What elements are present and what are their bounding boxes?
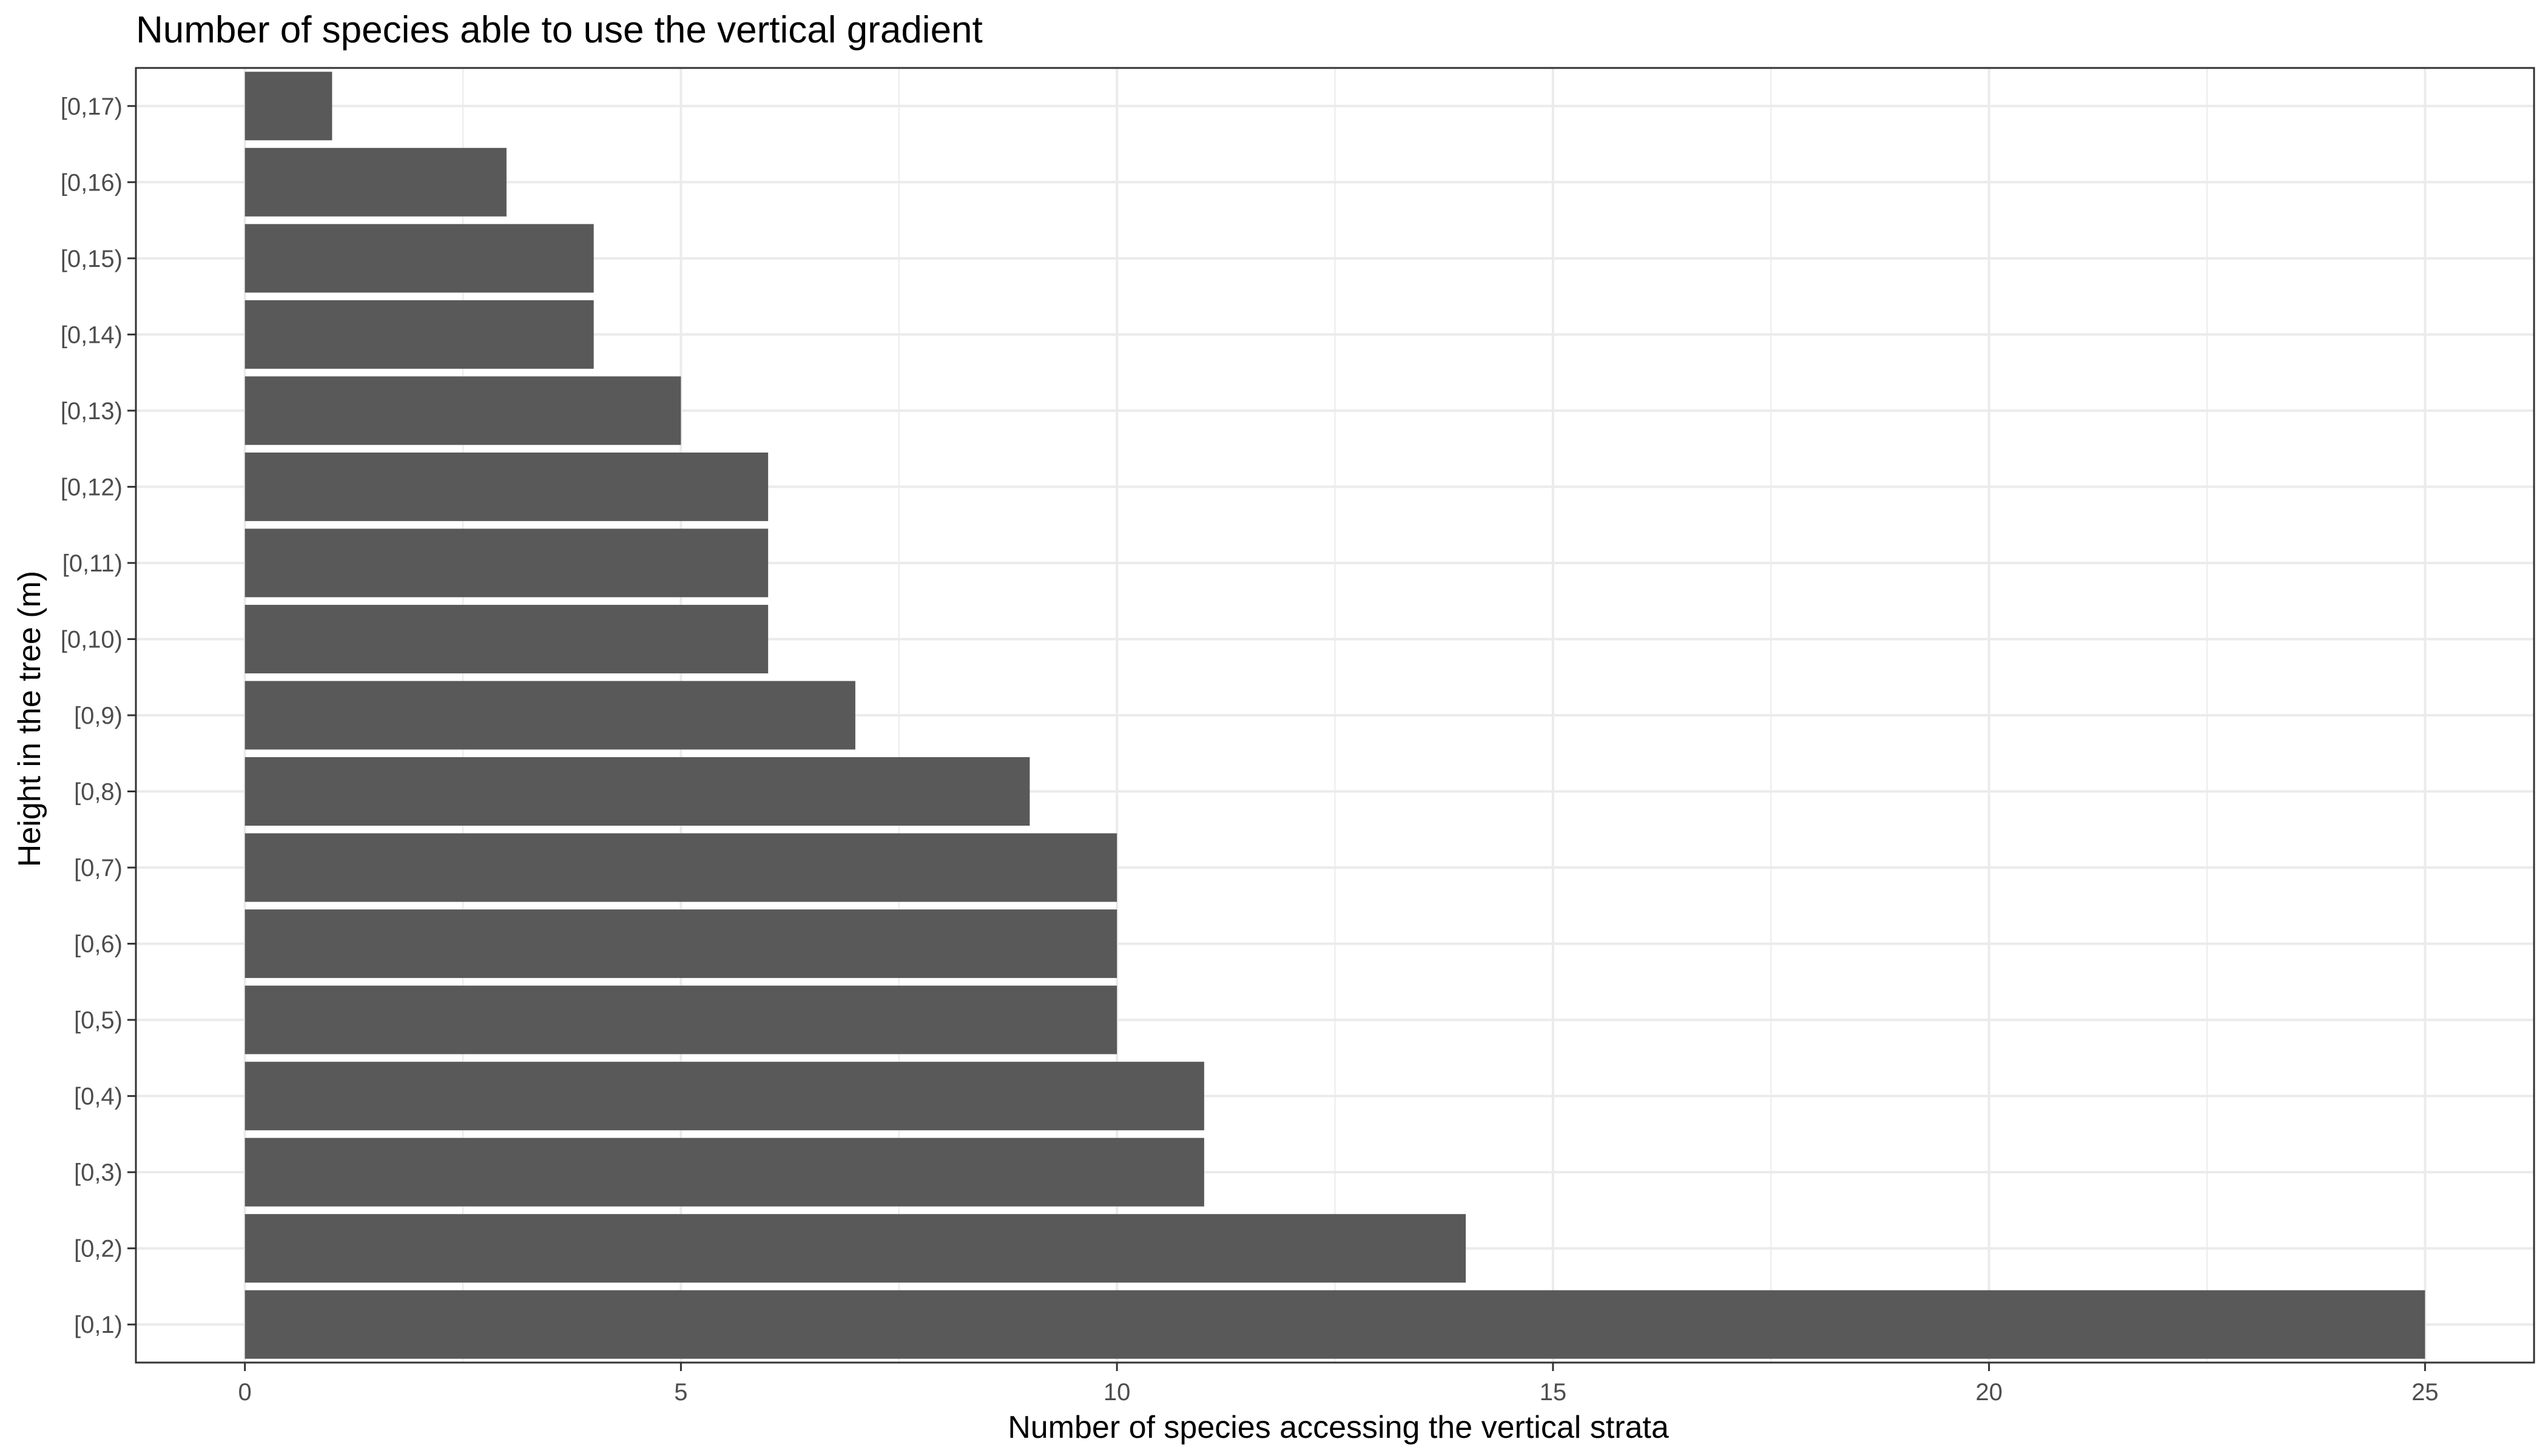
bar xyxy=(244,528,769,598)
x-tick-label: 25 xyxy=(2412,1379,2439,1406)
bar xyxy=(244,72,332,141)
x-axis-title: Number of species accessing the vertical… xyxy=(1008,1410,1669,1445)
y-tick-label: [0,3) xyxy=(74,1159,123,1186)
x-tick-label: 20 xyxy=(1975,1379,2003,1406)
y-tick-label: [0,15) xyxy=(61,246,123,272)
y-tick-label: [0,17) xyxy=(61,93,123,120)
bar xyxy=(244,1138,1204,1207)
bar xyxy=(244,224,594,293)
bar xyxy=(244,1214,1466,1283)
y-tick-label: [0,9) xyxy=(74,703,123,729)
y-tick-label: [0,8) xyxy=(74,779,123,806)
bar xyxy=(244,300,594,369)
y-tick-label: [0,4) xyxy=(74,1084,123,1110)
y-tick-label: [0,12) xyxy=(61,474,123,500)
x-tick-label: 0 xyxy=(238,1379,252,1406)
bar xyxy=(244,147,507,217)
bar xyxy=(244,985,1117,1054)
bar xyxy=(244,757,1030,826)
y-axis-title: Height in the tree (m) xyxy=(12,571,47,867)
chart-title: Number of species able to use the vertic… xyxy=(136,9,983,51)
y-tick-label: [0,1) xyxy=(74,1312,123,1338)
bar xyxy=(244,604,769,673)
y-tick-label: [0,13) xyxy=(61,398,123,425)
bars xyxy=(244,72,2425,1359)
major-gridlines xyxy=(136,68,2534,1363)
y-tick-label: [0,14) xyxy=(61,322,123,348)
y-tick-label: [0,5) xyxy=(74,1007,123,1034)
bar xyxy=(244,1062,1204,1131)
y-tick-label: [0,10) xyxy=(61,626,123,653)
bar xyxy=(244,376,681,445)
y-tick-label: [0,16) xyxy=(61,169,123,196)
y-tick-label: [0,2) xyxy=(74,1236,123,1262)
bar xyxy=(244,1290,2425,1359)
y-tick-label: [0,6) xyxy=(74,931,123,958)
bar xyxy=(244,681,855,750)
bar xyxy=(244,909,1117,979)
x-axis-ticks: 0 5 10 15 20 25 xyxy=(238,1363,2439,1406)
x-tick-label: 5 xyxy=(674,1379,687,1406)
y-tick-label: [0,11) xyxy=(62,550,123,577)
x-tick-label: 10 xyxy=(1104,1379,1131,1406)
bar xyxy=(244,833,1117,902)
x-tick-label: 15 xyxy=(1540,1379,1567,1406)
y-axis-ticks: [0,1) [0,2) [0,3) [0,4) [0,5) [0,6) [0,7) [0,8)… xyxy=(61,93,136,1338)
bar xyxy=(244,452,769,521)
y-tick-label: [0,7) xyxy=(74,855,123,881)
